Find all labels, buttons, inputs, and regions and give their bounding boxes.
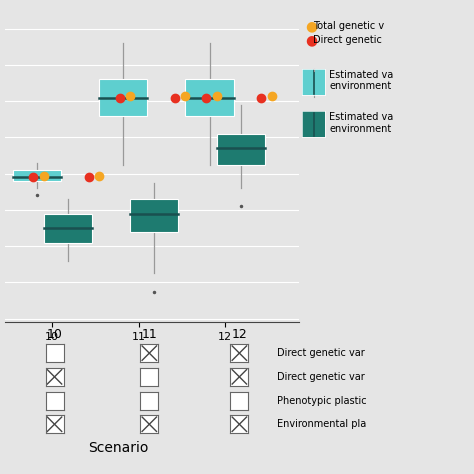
Text: ●: ● [306,33,318,47]
Text: ●: ● [306,19,318,33]
Text: Phenotypic plastic: Phenotypic plastic [277,395,367,406]
Text: 12: 12 [231,328,247,341]
Text: Direct genetic: Direct genetic [313,35,382,46]
Text: Direct genetic var: Direct genetic var [277,348,365,358]
Bar [12,170,61,181]
Bar [44,214,92,243]
Bar [217,134,265,164]
Bar [185,80,234,116]
Text: Direct genetic var: Direct genetic var [277,372,365,382]
Text: Environmental pla: Environmental pla [277,419,366,429]
Bar [99,80,147,116]
Text: Estimated va
environment: Estimated va environment [329,112,394,134]
Text: Total genetic v: Total genetic v [313,21,384,31]
Text: Estimated va
environment: Estimated va environment [329,70,394,91]
Text: 10: 10 [46,328,63,341]
Text: 11: 11 [141,328,157,341]
Text: Scenario: Scenario [88,441,149,455]
Bar [130,199,179,232]
